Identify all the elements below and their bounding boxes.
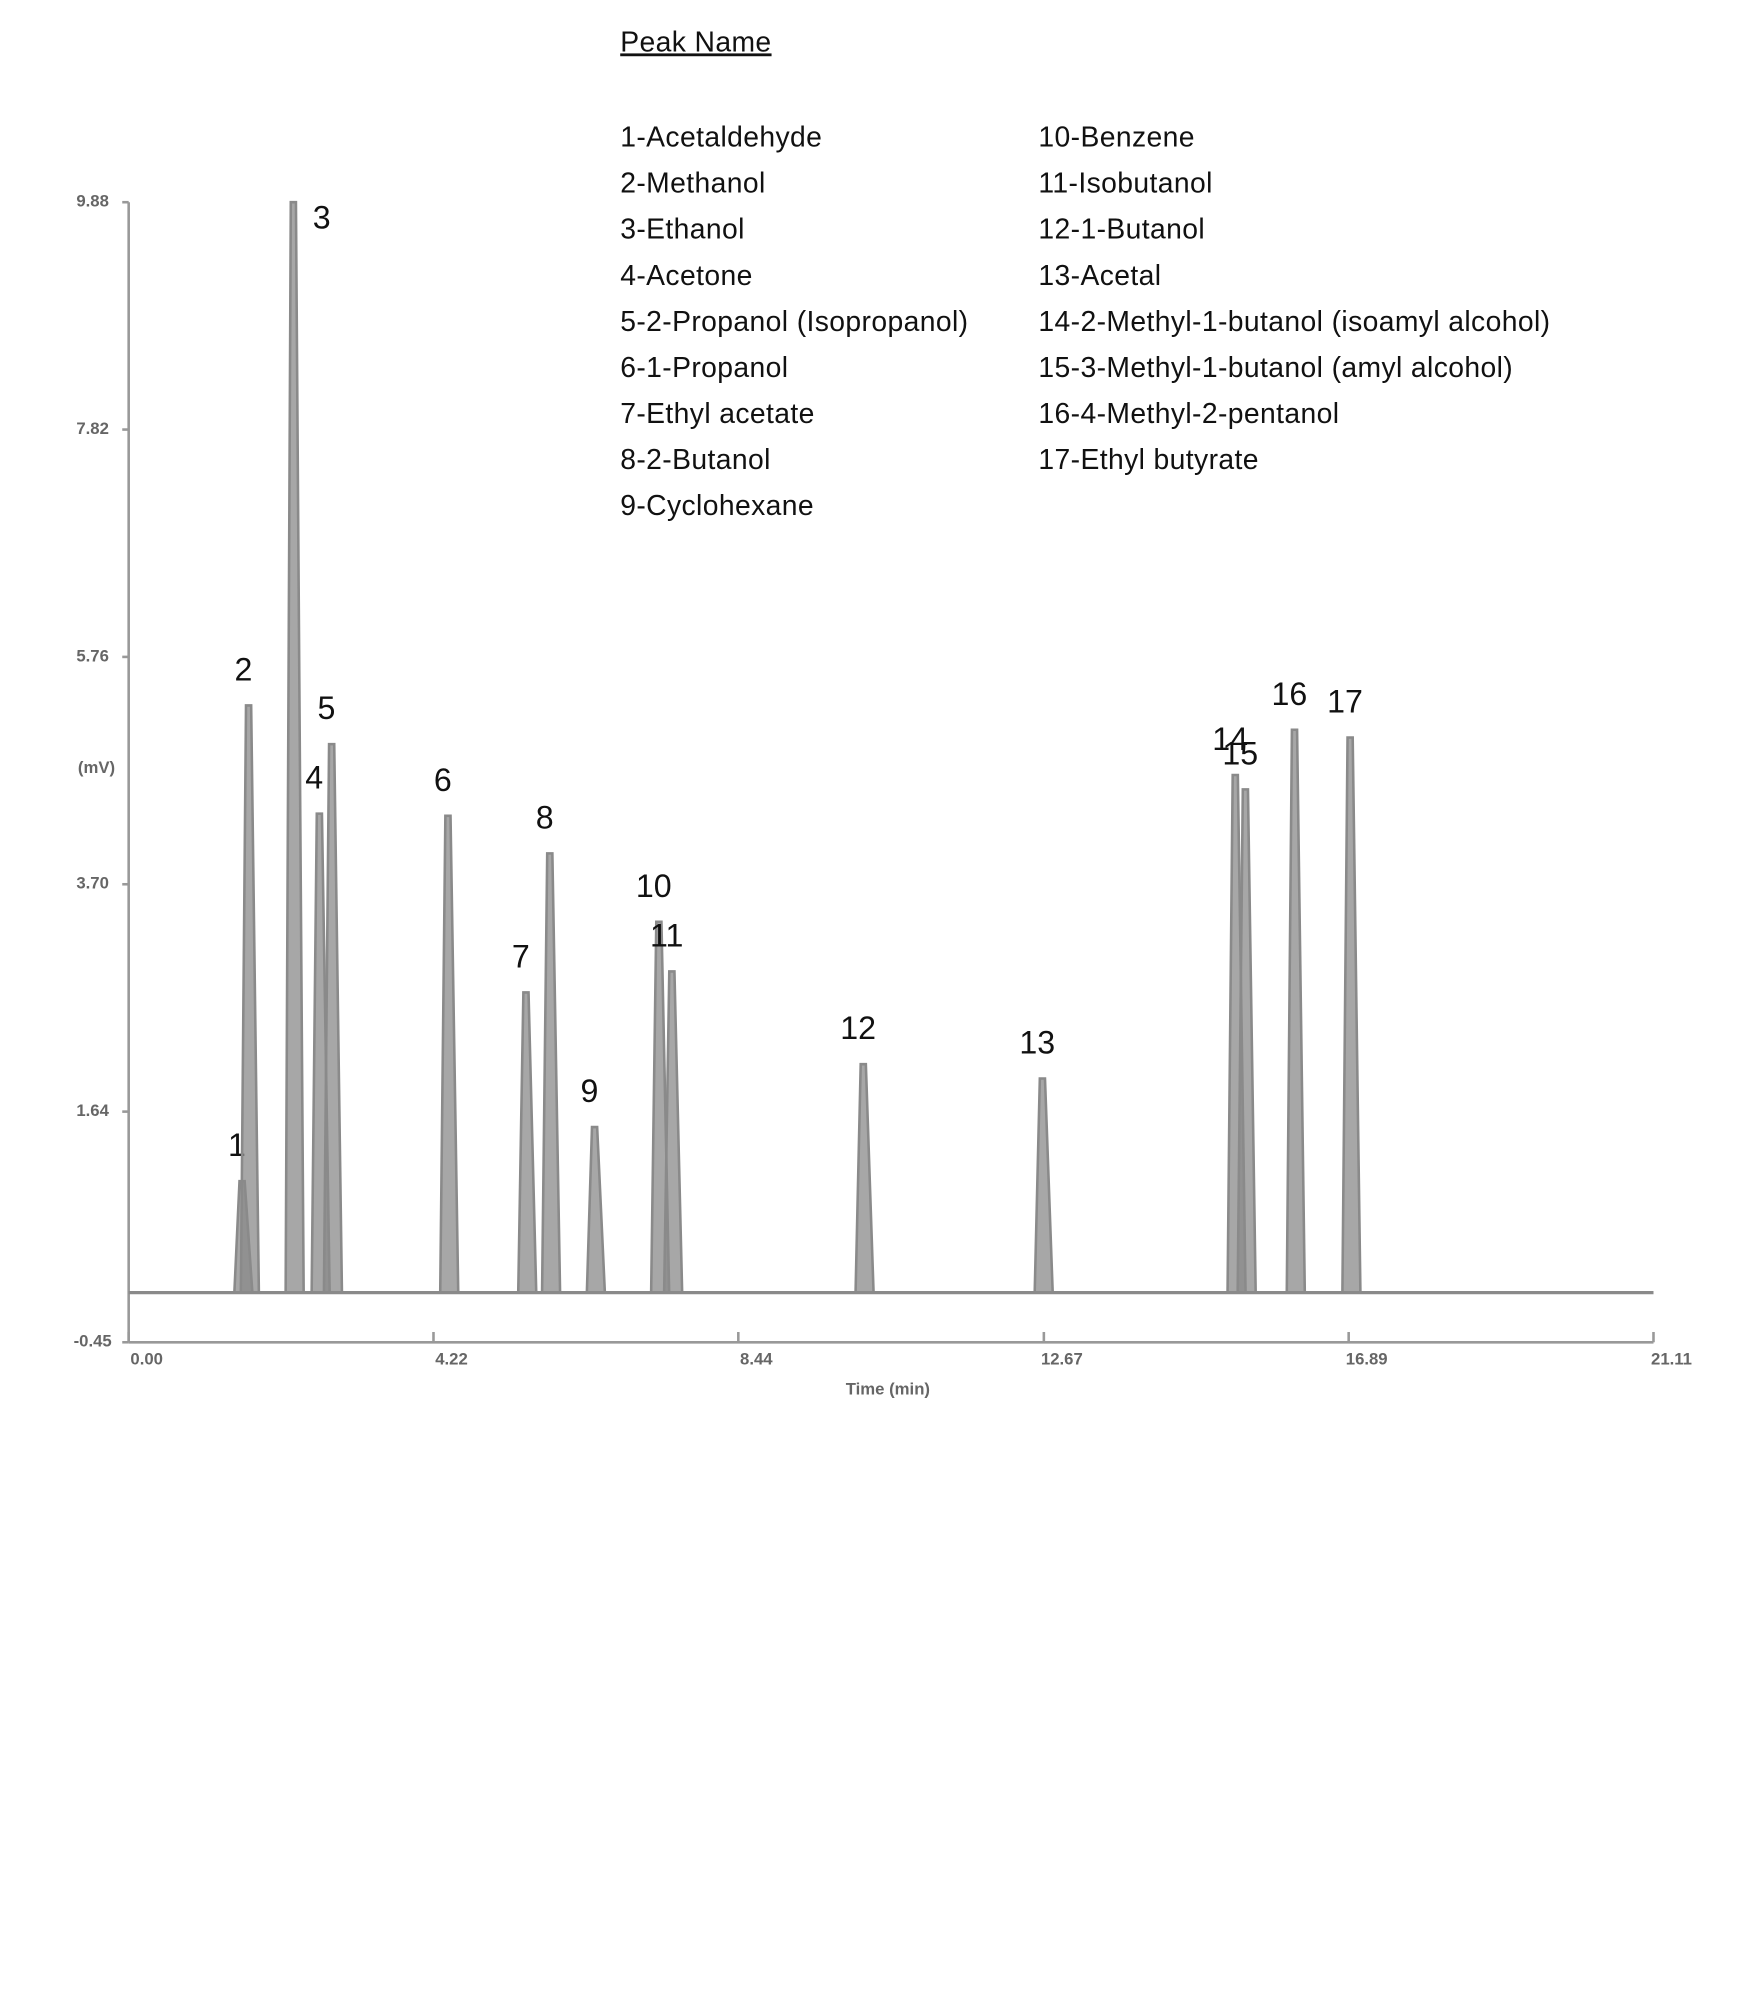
peak-label: 17 (1327, 684, 1363, 720)
peak (1033, 1077, 1055, 1294)
peak (239, 704, 261, 1294)
y-tick-label: 1.64 (76, 1101, 109, 1120)
peak (438, 814, 460, 1294)
legend-entry: 9-Cyclohexane (620, 489, 814, 521)
peak-label: 10 (636, 868, 672, 904)
legend-entry: 4-Acetone (620, 259, 752, 291)
legend-title: Peak Name (620, 25, 771, 57)
peak (540, 852, 562, 1294)
legend-entry: 2-Methanol (620, 167, 765, 199)
peak-label: 12 (840, 1010, 876, 1046)
y-axis-label: (mV) (78, 758, 115, 777)
legend-entry: 16-4-Methyl-2-pentanol (1038, 397, 1339, 429)
x-tick-label: 21.11 (1651, 1350, 1692, 1369)
x-tick-label: 16.89 (1346, 1350, 1388, 1369)
peak-label: 16 (1271, 676, 1307, 712)
y-tick-label: 5.76 (76, 646, 109, 665)
y-tick-label: 7.82 (76, 419, 109, 438)
peak-label: 7 (512, 938, 530, 974)
legend-entry: 7-Ethyl acetate (620, 397, 815, 429)
peak-label: 5 (318, 690, 336, 726)
peak-label: 2 (234, 652, 252, 688)
peak-label: 4 (305, 760, 323, 796)
peak (1341, 736, 1362, 1294)
peak (585, 1125, 607, 1294)
x-tick-label: 4.22 (435, 1350, 468, 1369)
legend-entry: 3-Ethanol (620, 213, 745, 245)
peak-label: 14 (1212, 721, 1248, 757)
legend-entry: 8-2-Butanol (620, 443, 771, 475)
x-tick-label: 12.67 (1041, 1350, 1083, 1369)
legend-entry: 15-3-Methyl-1-butanol (amyl alcohol) (1038, 351, 1513, 383)
peak-label: 9 (580, 1073, 598, 1109)
legend-entry: 6-1-Propanol (620, 351, 788, 383)
y-tick-label: 3.70 (76, 874, 109, 893)
peak-label: 13 (1019, 1025, 1055, 1061)
peak (516, 991, 538, 1294)
legend-entry: 10-Benzene (1038, 121, 1194, 153)
legend-entry: 11-Isobutanol (1038, 167, 1212, 199)
y-tick-label: 9.88 (76, 192, 109, 211)
peak (1236, 788, 1257, 1294)
y-tick-label: -0.45 (74, 1332, 112, 1351)
peak-label: 3 (313, 200, 331, 236)
legend-entry: 12-1-Butanol (1038, 213, 1205, 245)
peak (284, 200, 305, 1294)
legend-entry: 17-Ethyl butyrate (1038, 443, 1258, 475)
legend-entry: 13-Acetal (1038, 259, 1161, 291)
peak (662, 970, 684, 1294)
peak-label: 6 (434, 762, 452, 798)
x-tick-label: 8.44 (740, 1350, 773, 1369)
peak (1285, 728, 1307, 1294)
legend-entry: 14-2-Methyl-1-butanol (isoamyl alcohol) (1038, 305, 1550, 337)
legend-entry: 1-Acetaldehyde (620, 121, 822, 153)
peak (322, 742, 344, 1294)
peak-label: 8 (536, 799, 554, 835)
legend-entry: 5-2-Propanol (Isopropanol) (620, 305, 968, 337)
peak (854, 1062, 875, 1294)
peak-label: 15 (1222, 735, 1258, 771)
peak-label: 11 (650, 917, 683, 953)
x-tick-label: 0.00 (130, 1350, 163, 1369)
x-axis-label: Time (min) (846, 1379, 930, 1398)
